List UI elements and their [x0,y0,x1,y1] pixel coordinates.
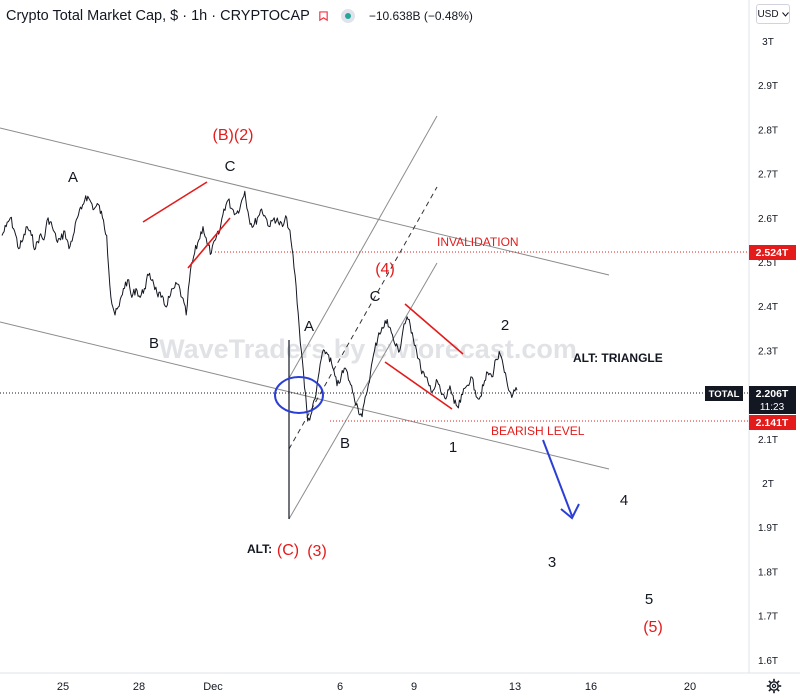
triangle-line-lower [384,361,453,410]
rising-channel [287,115,438,520]
projection-arrow [542,439,580,520]
wave-label-a: A [68,169,78,186]
descending-channel [0,127,610,470]
y-tick: 2.1T [758,435,778,446]
y-tick: 1.6T [758,656,778,667]
y-tick: 1.7T [758,612,778,623]
wave-label-5-red: (5) [643,619,663,636]
x-tick: 9 [411,681,417,693]
symbol-title[interactable]: Crypto Total Market Cap, $ · 1h · CRYPTO… [6,8,310,24]
alt-label: ALT: [247,542,272,556]
price-axis: 3T2.9T2.8T2.7T2.6T2.5T2.4T2.3T2.2T2.1T2T… [758,37,778,667]
x-tick: 16 [585,681,597,693]
chevron-down-icon [781,11,789,17]
wave-label-c-second: C [370,288,381,305]
y-tick: 1.9T [758,523,778,534]
currency-label: USD [757,8,779,20]
wave-label-5: 5 [645,591,653,608]
price-change: −10.638B (−0.48%) [368,9,473,23]
wave-label-c: C [225,158,236,175]
watermark: WaveTraders by ewforecast.com [159,334,577,364]
channel-upper-line [0,127,610,276]
wave-label-2: 2 [501,317,509,334]
x-tick: 13 [509,681,521,693]
countdown-timer: 11:23 [760,402,785,413]
wave-labels: A B C (B)(2) A B C (4) 1 2 ALT: TRIANGLE… [68,127,663,636]
y-tick: 2.6T [758,214,778,225]
svg-text:2.206T: 2.206T [756,388,789,400]
y-tick: 2.3T [758,346,778,357]
wave-label-4: (4) [375,261,395,278]
channel-lower-line [0,321,610,470]
wave-label-c-red: (C) [277,542,299,559]
rising-channel-left-line [287,115,438,381]
wedge-line-lower [187,217,231,269]
wave-label-1: 1 [449,439,457,456]
y-tick: 2T [762,479,774,490]
wave-label-b-second: B [340,435,350,452]
y-tick: 1.8T [758,567,778,578]
wedge-line-upper [142,181,208,223]
triangle-line-upper [404,303,464,355]
alt-triangle-label: ALT: TRIANGLE [573,351,663,365]
invalidation-label: INVALIDATION [437,235,519,249]
x-tick: 20 [684,681,696,693]
price-line [1,190,518,422]
y-tick: 2.9T [758,81,778,92]
wave-label-b2: (B)(2) [213,127,254,144]
gear-icon[interactable] [766,678,782,694]
y-tick: 3T [762,37,774,48]
chart-header: Crypto Total Market Cap, $ · 1h · CRYPTO… [6,7,473,25]
pattern-lines [142,181,464,410]
price-label-current: TOTAL 2.206T 11:23 [705,386,796,414]
x-tick: 25 [57,681,69,693]
wave-label-3-red: (3) [307,543,327,560]
wave-label-a-second: A [304,318,314,335]
eye-icon[interactable] [340,9,355,23]
x-tick: 28 [133,681,145,693]
time-axis: 25 28 Dec 6 9 13 16 20 [57,681,696,693]
wave-label-3: 3 [548,554,556,571]
price-series [1,190,518,519]
y-tick: 2.7T [758,170,778,181]
svg-text:2.524T: 2.524T [756,247,789,259]
price-label-invalidation: 2.524T [749,245,796,260]
y-tick: 2.8T [758,125,778,136]
wave-label-4-projected: 4 [620,492,628,509]
wave-label-b: B [149,335,159,352]
currency-select[interactable]: USD [756,4,790,24]
bell-icon[interactable] [318,10,329,22]
y-tick: 2.4T [758,302,778,313]
level-lines [0,251,749,422]
highlight-ellipse [274,376,324,414]
x-tick: 6 [337,681,343,693]
rising-channel-right-line [288,262,438,520]
price-label-bearish: 2.141T [749,415,796,430]
bearish-level-label: BEARISH LEVEL [491,424,585,438]
y-tick: 2.5T [758,258,778,269]
x-tick: Dec [203,681,223,693]
svg-text:2.141T: 2.141T [756,417,789,429]
symbol-tag: TOTAL [709,389,740,400]
